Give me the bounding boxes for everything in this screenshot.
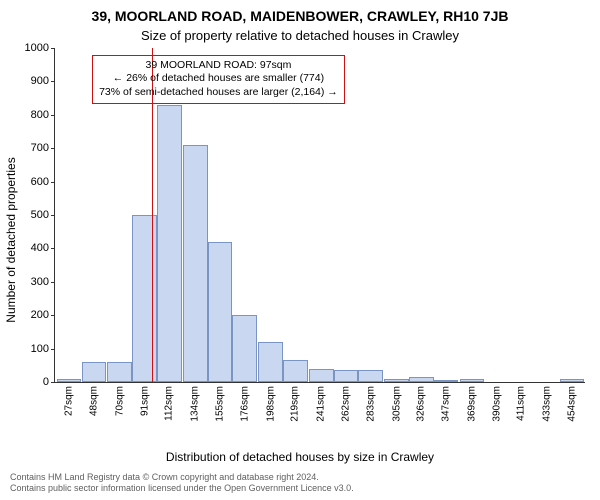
x-tick: 155sqm <box>214 382 225 422</box>
histogram-bar <box>57 379 82 382</box>
x-tick: 70sqm <box>114 382 125 416</box>
chart-title-sub: Size of property relative to detached ho… <box>0 28 600 43</box>
histogram-bar <box>334 370 359 382</box>
x-tick: 112sqm <box>164 382 175 421</box>
chart-title-main: 39, MOORLAND ROAD, MAIDENBOWER, CRAWLEY,… <box>0 8 600 24</box>
footer-line1: Contains HM Land Registry data © Crown c… <box>10 472 590 483</box>
x-tick: 347sqm <box>441 382 452 422</box>
x-tick: 27sqm <box>64 382 75 416</box>
x-tick: 326sqm <box>416 382 427 422</box>
x-tick: 176sqm <box>239 382 250 422</box>
plot-area: 0100200300400500600700800900100027sqm48s… <box>54 48 585 383</box>
histogram-bar <box>460 379 485 382</box>
y-tick: 400 <box>31 242 55 254</box>
x-tick: 390sqm <box>491 382 502 422</box>
histogram-bar <box>82 362 107 382</box>
info-box-line: 39 MOORLAND ROAD: 97sqm <box>99 59 338 73</box>
footer-attribution: Contains HM Land Registry data © Crown c… <box>10 472 590 495</box>
x-axis-label: Distribution of detached houses by size … <box>0 450 600 464</box>
histogram-bar <box>258 342 283 382</box>
info-box: 39 MOORLAND ROAD: 97sqm← 26% of detached… <box>92 55 345 104</box>
histogram-bar <box>232 315 257 382</box>
x-tick: 433sqm <box>542 382 553 422</box>
x-tick: 262sqm <box>340 382 351 422</box>
y-tick: 500 <box>31 209 55 221</box>
histogram-bar <box>157 105 182 382</box>
histogram-bar <box>434 380 459 382</box>
histogram-bar <box>283 360 308 382</box>
histogram-bar <box>309 369 334 382</box>
chart-container: 39, MOORLAND ROAD, MAIDENBOWER, CRAWLEY,… <box>0 0 600 500</box>
x-tick: 48sqm <box>88 382 99 416</box>
y-tick: 200 <box>31 309 55 321</box>
x-tick: 198sqm <box>265 382 276 422</box>
y-tick: 700 <box>31 142 55 154</box>
x-tick: 134sqm <box>190 382 201 422</box>
x-tick: 305sqm <box>391 382 402 422</box>
histogram-bar <box>384 379 409 382</box>
x-tick: 283sqm <box>365 382 376 422</box>
x-tick: 91sqm <box>139 382 150 416</box>
histogram-bar <box>107 362 132 382</box>
info-box-line: 73% of semi-detached houses are larger (… <box>99 86 338 100</box>
y-tick: 800 <box>31 109 55 121</box>
x-tick: 369sqm <box>466 382 477 422</box>
info-box-line: ← 26% of detached houses are smaller (77… <box>99 72 338 86</box>
x-tick: 219sqm <box>290 382 301 422</box>
y-tick: 900 <box>31 75 55 87</box>
histogram-bar <box>560 379 585 382</box>
histogram-bar <box>409 377 434 382</box>
x-tick: 411sqm <box>516 382 527 421</box>
histogram-bar <box>208 242 233 382</box>
footer-line2: Contains public sector information licen… <box>10 483 590 494</box>
y-tick: 600 <box>31 176 55 188</box>
histogram-bar <box>358 370 383 382</box>
y-tick: 300 <box>31 276 55 288</box>
y-tick: 100 <box>31 343 55 355</box>
histogram-bar <box>132 215 157 382</box>
x-tick: 454sqm <box>567 382 578 422</box>
histogram-bar <box>183 145 208 382</box>
y-tick: 1000 <box>25 42 55 54</box>
x-tick: 241sqm <box>316 382 327 422</box>
y-tick: 0 <box>43 376 55 388</box>
